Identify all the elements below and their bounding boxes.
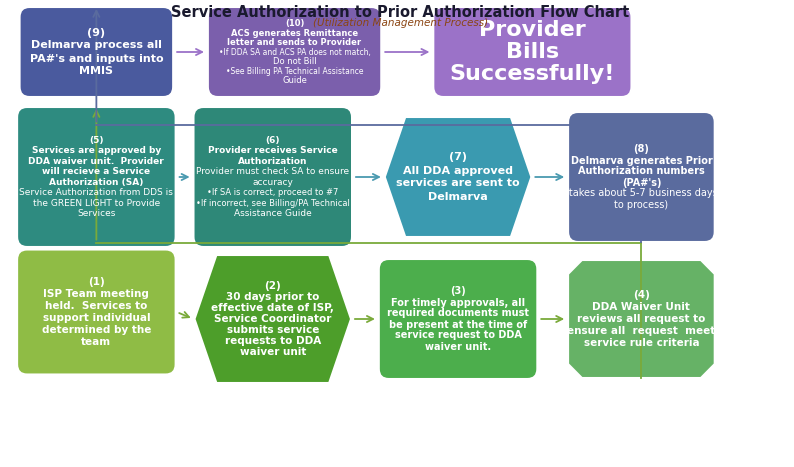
- Text: Delmarva: Delmarva: [428, 191, 488, 201]
- Text: (PA#'s): (PA#'s): [622, 177, 661, 187]
- FancyBboxPatch shape: [568, 112, 715, 242]
- Text: •If SA is correct, proceed to #7: •If SA is correct, proceed to #7: [207, 188, 338, 197]
- Text: ISP Team meeting: ISP Team meeting: [44, 289, 149, 299]
- Text: (6): (6): [265, 136, 280, 145]
- Polygon shape: [568, 260, 715, 378]
- Text: Bills: Bills: [506, 42, 559, 62]
- Text: to process): to process): [615, 199, 669, 210]
- Text: Service Coordinator: Service Coordinator: [214, 314, 331, 324]
- Text: (9): (9): [87, 28, 106, 37]
- FancyBboxPatch shape: [194, 107, 352, 247]
- Text: waiver unit: waiver unit: [240, 347, 306, 357]
- Text: Authorization: Authorization: [238, 157, 307, 166]
- Text: (7): (7): [449, 153, 467, 163]
- Text: (4): (4): [633, 290, 649, 300]
- Text: (8): (8): [634, 144, 649, 155]
- Text: submits service: submits service: [226, 325, 319, 335]
- Text: Service Authorization from DDS is: Service Authorization from DDS is: [19, 188, 173, 197]
- Text: the GREEN LIGHT to Provide: the GREEN LIGHT to Provide: [33, 199, 160, 208]
- Text: determined by the: determined by the: [42, 325, 151, 335]
- Text: Assistance Guide: Assistance Guide: [234, 209, 311, 218]
- Text: Delmarva process all: Delmarva process all: [31, 41, 162, 50]
- Text: required documents must: required documents must: [387, 309, 529, 318]
- Text: All DDA approved: All DDA approved: [403, 165, 513, 176]
- Text: (Utilization Management Process): (Utilization Management Process): [313, 18, 488, 28]
- Text: will recieve a Service: will recieve a Service: [42, 167, 150, 176]
- Text: be present at the time of: be present at the time of: [389, 319, 527, 330]
- Text: service rule criteria: service rule criteria: [584, 338, 700, 348]
- Text: (2): (2): [264, 281, 281, 291]
- Text: MMIS: MMIS: [79, 66, 114, 77]
- Text: (10): (10): [285, 19, 304, 28]
- FancyBboxPatch shape: [17, 249, 175, 375]
- Text: effective date of ISP,: effective date of ISP,: [211, 303, 334, 313]
- Text: DDA Waiver Unit: DDA Waiver Unit: [592, 302, 690, 312]
- FancyBboxPatch shape: [17, 107, 175, 247]
- Text: letter and sends to Provider: letter and sends to Provider: [228, 38, 361, 47]
- Text: 30 days prior to: 30 days prior to: [226, 292, 319, 302]
- Text: Delmarva generates Prior: Delmarva generates Prior: [571, 156, 712, 165]
- Text: (takes about 5-7 business days: (takes about 5-7 business days: [565, 189, 718, 198]
- Text: team: team: [81, 337, 111, 347]
- Text: Successfully!: Successfully!: [449, 64, 615, 84]
- Text: Do not Bill: Do not Bill: [273, 57, 316, 66]
- Text: Service Authorization to Prior Authorization Flow Chart: Service Authorization to Prior Authoriza…: [172, 5, 630, 20]
- Text: DDA waiver unit.  Provider: DDA waiver unit. Provider: [29, 157, 164, 166]
- Text: (1): (1): [88, 277, 105, 287]
- Text: Services are approved by: Services are approved by: [32, 146, 161, 155]
- Text: Authorization (SA): Authorization (SA): [49, 178, 144, 187]
- Text: •See Billing PA Technical Assistance: •See Billing PA Technical Assistance: [225, 66, 364, 76]
- Text: accuracy: accuracy: [252, 178, 293, 187]
- Text: For timely approvals, all: For timely approvals, all: [391, 297, 525, 307]
- Text: reviews all request to: reviews all request to: [577, 314, 706, 324]
- Text: services are sent to: services are sent to: [396, 178, 520, 189]
- Text: Guide: Guide: [282, 76, 307, 85]
- FancyBboxPatch shape: [379, 259, 538, 379]
- Text: ACS generates Remittance: ACS generates Remittance: [231, 28, 358, 37]
- Text: service request to DDA: service request to DDA: [395, 331, 522, 340]
- Text: •If incorrect, see Billing/PA Technical: •If incorrect, see Billing/PA Technical: [196, 199, 349, 208]
- Text: •If DDA SA and ACS PA does not match,: •If DDA SA and ACS PA does not match,: [218, 48, 371, 57]
- Text: Authorization numbers: Authorization numbers: [578, 167, 705, 177]
- Text: Provider must check SA to ensure: Provider must check SA to ensure: [196, 167, 349, 176]
- FancyBboxPatch shape: [434, 7, 631, 97]
- Text: Services: Services: [77, 209, 116, 218]
- Text: Provider: Provider: [479, 20, 586, 40]
- Text: held.  Services to: held. Services to: [45, 301, 148, 311]
- Text: ensure all  request  meet: ensure all request meet: [567, 326, 715, 336]
- FancyBboxPatch shape: [20, 7, 173, 97]
- Text: waiver unit.: waiver unit.: [425, 341, 491, 352]
- Text: support individual: support individual: [43, 313, 150, 323]
- Polygon shape: [195, 255, 351, 383]
- Text: (3): (3): [450, 286, 466, 297]
- Polygon shape: [385, 117, 531, 237]
- Text: Provider receives Service: Provider receives Service: [208, 146, 337, 155]
- FancyBboxPatch shape: [208, 7, 381, 97]
- Text: requests to DDA: requests to DDA: [225, 336, 321, 346]
- Text: (5): (5): [89, 136, 104, 145]
- Text: PA#'s and inputs into: PA#'s and inputs into: [29, 54, 164, 64]
